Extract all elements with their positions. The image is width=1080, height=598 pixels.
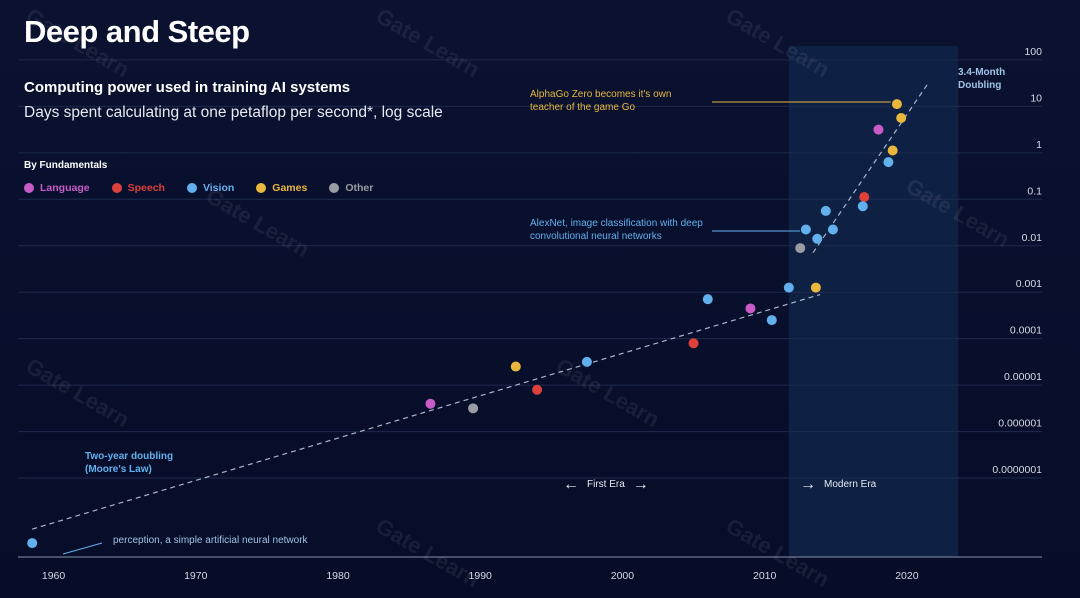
perception-leader-line bbox=[62, 542, 103, 555]
legend-swatch-icon bbox=[111, 183, 122, 193]
data-point-games bbox=[887, 145, 898, 156]
x-tick-label: 2010 bbox=[753, 570, 777, 582]
legend-swatch-icon bbox=[329, 183, 340, 193]
x-tick-label: 1960 bbox=[42, 570, 66, 582]
chart-subtitle: Computing power used in training AI syst… bbox=[24, 79, 351, 96]
legend-label: Games bbox=[272, 182, 308, 194]
data-point-vision bbox=[27, 538, 38, 549]
data-point-games bbox=[510, 361, 521, 372]
modern-era-band bbox=[788, 46, 959, 557]
data-point-language bbox=[745, 303, 756, 314]
data-point-language bbox=[425, 398, 436, 409]
x-tick-label: 1980 bbox=[326, 570, 350, 582]
y-tick-label: 100 bbox=[1024, 46, 1042, 58]
data-point-vision bbox=[800, 224, 811, 235]
page-title: Deep and Steep bbox=[24, 14, 250, 49]
x-tick-label: 2000 bbox=[611, 570, 635, 582]
legend-label: Other bbox=[345, 182, 374, 194]
legend-label: Language bbox=[40, 182, 90, 194]
data-point-speech bbox=[532, 384, 543, 395]
modern-trend-line bbox=[812, 82, 929, 254]
y-tick-label: 0.00001 bbox=[1004, 371, 1042, 383]
data-point-speech bbox=[688, 338, 699, 349]
data-point-vision bbox=[857, 201, 868, 212]
x-tick-label: 2020 bbox=[895, 570, 919, 582]
modern-era-text: Modern Era bbox=[824, 479, 877, 490]
legend-swatch-icon bbox=[24, 183, 34, 193]
legend: Language Speech Vision Games Other bbox=[24, 182, 395, 194]
data-point-vision bbox=[812, 233, 823, 244]
legend-swatch-icon bbox=[186, 183, 197, 193]
legend-item-vision: Vision bbox=[186, 182, 235, 194]
data-point-vision bbox=[783, 282, 794, 293]
data-point-vision bbox=[581, 356, 592, 367]
legend-item-language: Language bbox=[24, 182, 90, 194]
data-point-other bbox=[795, 243, 806, 254]
y-tick-label: 0.0001 bbox=[1010, 325, 1042, 337]
x-tick-label: 1990 bbox=[469, 570, 493, 582]
data-point-speech bbox=[859, 191, 870, 202]
data-point-language bbox=[873, 124, 884, 135]
legend-item-games: Games bbox=[256, 182, 307, 194]
data-point-games bbox=[891, 99, 902, 110]
legend-item-other: Other bbox=[329, 182, 373, 194]
chart-description: Days spent calculating at one petaflop p… bbox=[24, 104, 443, 121]
data-point-vision bbox=[883, 157, 894, 168]
doubling-annotation: 3.4-Month Doubling bbox=[958, 67, 1006, 91]
y-tick-label: 0.000001 bbox=[998, 418, 1042, 430]
arrow-right-icon: → bbox=[632, 476, 649, 493]
data-point-vision bbox=[827, 224, 838, 235]
y-tick-label: 10 bbox=[1030, 92, 1042, 104]
legend-label: Speech bbox=[127, 182, 165, 194]
alphago-annotation: AlphaGo Zero becomes it's own teacher of… bbox=[530, 89, 672, 113]
perception-annotation: perception, a simple artificial neural n… bbox=[113, 535, 308, 546]
alexnet-annotation: AlexNet, image classification with deep … bbox=[530, 218, 703, 242]
arrow-right-icon: → bbox=[800, 476, 816, 493]
y-tick-label: 0.0000001 bbox=[992, 464, 1042, 476]
moore-trend-line bbox=[32, 293, 821, 530]
first-era-text: First Era bbox=[587, 479, 625, 490]
y-tick-label: 0.1 bbox=[1027, 185, 1042, 197]
legend-swatch-icon bbox=[256, 183, 267, 193]
legend-heading: By Fundamentals bbox=[24, 160, 108, 171]
data-point-games bbox=[810, 282, 821, 293]
y-tick-label: 1 bbox=[1036, 139, 1042, 151]
data-point-vision bbox=[820, 205, 831, 216]
legend-item-speech: Speech bbox=[111, 182, 165, 194]
legend-label: Vision bbox=[202, 182, 235, 194]
modern-era-label: → Modern Era bbox=[800, 476, 877, 493]
first-era-label: ← First Era → bbox=[563, 476, 649, 493]
data-point-games bbox=[896, 113, 907, 124]
x-tick-label: 1970 bbox=[184, 570, 208, 582]
arrow-left-icon: ← bbox=[563, 476, 579, 493]
data-point-vision bbox=[766, 315, 777, 326]
data-point-other bbox=[468, 403, 479, 414]
moore-law-annotation: Two-year doubling (Moore's Law) bbox=[85, 451, 174, 475]
y-tick-label: 0.01 bbox=[1022, 232, 1043, 244]
data-point-vision bbox=[702, 294, 713, 305]
y-tick-label: 0.001 bbox=[1016, 278, 1042, 290]
